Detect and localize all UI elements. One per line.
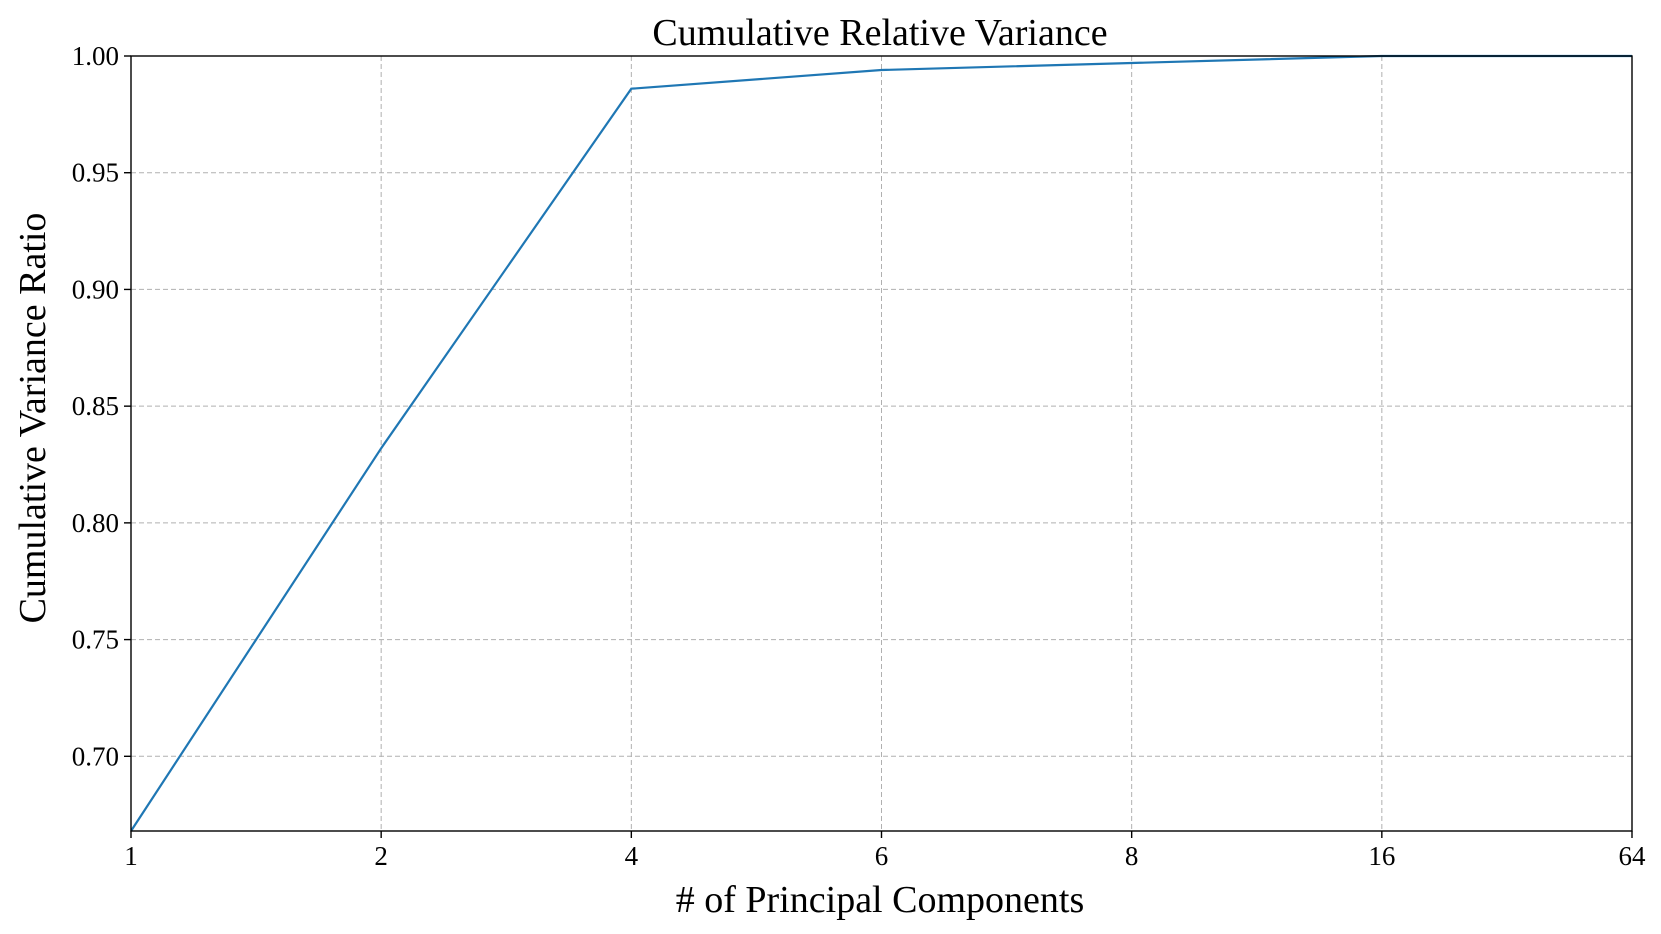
x-tick-label: 2 [374,841,388,871]
x-tick-label: 16 [1368,841,1395,871]
y-tick-label: 0.80 [72,508,119,538]
y-tick-label: 0.85 [72,391,119,421]
x-tick-label: 8 [1125,841,1139,871]
y-tick-label: 0.70 [72,741,119,771]
x-tick-label: 64 [1619,841,1647,871]
chart-title: Cumulative Relative Variance [652,12,1107,54]
x-tick-label: 4 [625,841,639,871]
y-tick-label: 1.00 [72,41,119,71]
x-tick-label: 6 [875,841,889,871]
x-tick-label: 1 [124,841,138,871]
x-axis-label: # of Principal Components [676,879,1084,921]
tick-labels: 1 2 4 6 8 16 64 0.70 0.75 0.80 0.85 0.90 0.95 1.00 [72,41,1646,871]
y-axis-label: Cumulative Variance Ratio [12,213,54,624]
axis-ticks [124,55,1633,838]
y-tick-label: 0.95 [72,158,119,188]
y-tick-label: 0.75 [72,625,119,655]
grid [131,56,1632,831]
y-tick-label: 0.90 [72,274,119,304]
